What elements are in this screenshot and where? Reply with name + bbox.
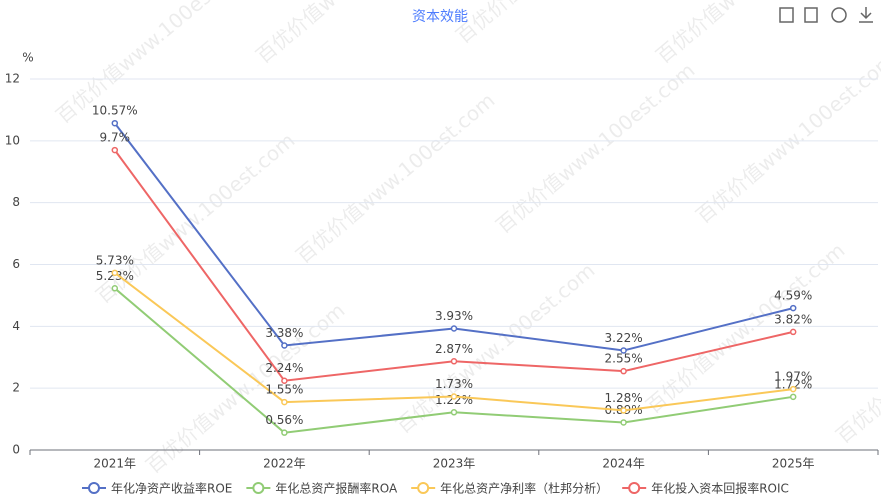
data-label: 2.55%	[605, 352, 643, 366]
data-label: 1.72%	[774, 377, 812, 391]
data-point	[111, 119, 119, 127]
data-label: 3.38%	[265, 326, 303, 340]
data-label: 4.59%	[774, 289, 812, 303]
x-tick-label: 2025年	[772, 457, 815, 471]
watermark: 百优价值www.100est.com	[831, 268, 881, 448]
data-point	[111, 285, 119, 292]
data-label: 5.73%	[96, 253, 134, 267]
legend-label: 年化净资产收益率ROE	[111, 481, 232, 496]
data-point	[789, 328, 797, 336]
watermark: 百优价值www.100est.com	[391, 258, 599, 438]
data-label: 1.73%	[435, 377, 473, 391]
data-point	[281, 377, 288, 384]
y-axis-label: %	[22, 51, 33, 65]
data-label: 1.28%	[605, 391, 643, 405]
data-label: 10.57%	[92, 104, 138, 118]
data-label: 3.82%	[774, 312, 812, 326]
data-label: 1.97%	[774, 370, 812, 384]
data-label: 9.7%	[100, 131, 131, 145]
legend-label: 年化总资产报酬率ROA	[275, 481, 398, 496]
y-tick-label: 4	[12, 319, 20, 333]
data-point	[620, 407, 627, 414]
data-label: 1.55%	[265, 383, 303, 397]
y-tick-label: 8	[12, 195, 20, 209]
y-tick-label: 0	[12, 443, 20, 457]
data-point	[620, 347, 627, 354]
legend-marker	[628, 482, 641, 494]
data-point	[789, 385, 797, 393]
legend-marker	[252, 482, 265, 494]
toolbar[interactable]	[779, 7, 873, 23]
legend-label: 年化总资产净利率（杜邦分析）	[440, 481, 608, 496]
chart-title: 资本效能	[412, 9, 468, 25]
data-label: 0.56%	[265, 413, 303, 427]
data-point	[281, 429, 288, 436]
watermark: 百优价值www.100est.com	[451, 0, 659, 48]
data-point	[450, 409, 458, 416]
watermark: 百优价值www.100est.com	[51, 0, 259, 128]
data-point	[111, 269, 119, 277]
watermark: 百优价值www.100est.com	[291, 88, 499, 268]
x-tick-label: 2022年	[263, 457, 306, 471]
data-point	[789, 393, 797, 401]
data-view-icon[interactable]	[804, 7, 818, 23]
data-label: 2.87%	[435, 342, 473, 356]
data-point	[111, 146, 119, 154]
data-label: 2.24%	[265, 361, 303, 375]
watermark: 百优价值www.100est.com	[491, 58, 699, 238]
x-tick-label: 2024年	[602, 457, 645, 471]
data-point	[620, 367, 627, 375]
data-point	[450, 358, 458, 365]
legend-marker	[417, 482, 430, 494]
data-point	[789, 304, 797, 312]
y-tick-label: 2	[12, 381, 20, 395]
print-icon[interactable]	[779, 7, 794, 23]
watermark: 百优价值www.100est.com	[651, 0, 859, 68]
legend-label: 年化投入资本回报率ROIC	[651, 481, 789, 496]
legend-item[interactable]: 年化总资产报酬率ROA	[246, 481, 398, 496]
legend-item[interactable]: 年化净资产收益率ROE	[82, 481, 232, 496]
data-point	[450, 325, 458, 332]
y-tick-label: 6	[12, 257, 20, 271]
data-point	[281, 342, 288, 349]
legend-marker	[88, 482, 100, 494]
data-label: 3.22%	[605, 331, 643, 345]
watermark: 百优价值www.100est.com	[691, 48, 881, 228]
y-tick-label: 12	[5, 72, 20, 86]
download-icon[interactable]	[859, 7, 873, 23]
data-point	[620, 419, 627, 426]
y-tick-label: 10	[5, 133, 20, 147]
x-tick-label: 2023年	[433, 457, 476, 471]
data-label: 3.93%	[435, 309, 473, 323]
data-point	[450, 393, 458, 400]
restore-icon[interactable]	[831, 7, 847, 23]
x-tick-label: 2021年	[94, 457, 137, 471]
watermark: 百优价值www.100est.com	[641, 238, 849, 418]
legend-item[interactable]: 年化总资产净利率（杜邦分析）	[411, 481, 608, 496]
legend-item[interactable]: 年化投入资本回报率ROIC	[622, 481, 789, 496]
data-point	[281, 398, 288, 406]
